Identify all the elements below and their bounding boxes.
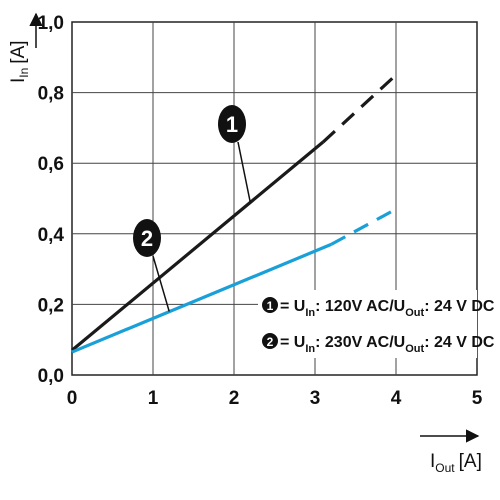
callouts: 12 xyxy=(133,105,251,312)
series-2-dashed xyxy=(330,207,397,246)
legend-badge-2 xyxy=(262,333,278,349)
callout-2-badge xyxy=(133,219,161,257)
series-1-solid xyxy=(70,140,325,352)
legend-entry-1-text: = UIn: 120V AC/UOut: 24 V DC xyxy=(280,298,495,319)
x-axis-title-sub: Out xyxy=(435,461,455,475)
legend: 1 = UIn: 120V AC/UOut: 24 V DC 2 = UIn: … xyxy=(258,290,495,358)
x-tick-labels: 0 1 2 3 4 5 xyxy=(67,388,483,409)
y-tick-label: 0,6 xyxy=(38,154,64,175)
x-tick-label: 3 xyxy=(310,388,321,409)
y-tick-label: 0,8 xyxy=(38,84,64,105)
callout-2-leader xyxy=(152,255,170,312)
x-tick-label: 0 xyxy=(67,388,78,409)
legend-badge-1 xyxy=(262,297,278,313)
callout-1-label: 1 xyxy=(226,112,238,137)
legend-entry-1-prefix: = U xyxy=(280,298,305,315)
series-layer xyxy=(70,73,398,354)
callout-1-leader xyxy=(237,141,251,203)
y-tick-labels: 0,0 0,2 0,4 0,6 0,8 1,0 xyxy=(38,13,65,387)
legend-badge-1-label: 1 xyxy=(267,299,274,313)
legend-entry-2-text: = UIn: 230V AC/UOut: 24 V DC xyxy=(280,334,495,355)
y-tick-label: 0,0 xyxy=(38,366,64,387)
x-axis-title-unit: [A] xyxy=(459,451,482,472)
legend-entry-2-prefix: = U xyxy=(280,334,305,351)
legend-box xyxy=(258,290,477,358)
series-1-dashed xyxy=(322,73,398,144)
legend-entry-2: 2 = UIn: 230V AC/UOut: 24 V DC xyxy=(262,333,495,355)
callout-2-label: 2 xyxy=(141,226,153,251)
y-axis-title-sub: In xyxy=(17,68,31,78)
y-tick-label: 1,0 xyxy=(38,13,64,34)
legend-entry-1-in-sub: In xyxy=(305,307,315,319)
y-axis-title-unit: [A] xyxy=(8,40,29,63)
legend-entry-1-suffix: : 24 V DC xyxy=(424,298,495,315)
y-axis-title-main: I xyxy=(8,78,29,83)
x-axis-title: IOut [A] xyxy=(430,451,482,475)
y-tick-label: 0,2 xyxy=(38,295,64,316)
series-2-solid xyxy=(71,242,332,354)
legend-entry-1-out-sub: Out xyxy=(405,307,424,319)
y-tick-label: 0,4 xyxy=(38,225,65,246)
legend-entry-2-in-sub: In xyxy=(305,343,315,355)
legend-badge-2-label: 2 xyxy=(267,335,274,349)
x-tick-label: 1 xyxy=(148,388,159,409)
legend-entry-1: 1 = UIn: 120V AC/UOut: 24 V DC xyxy=(262,297,495,319)
x-axis-title-main: I xyxy=(430,451,435,472)
legend-entry-1-mid: : 120V AC/U xyxy=(315,298,405,315)
x-tick-label: 5 xyxy=(472,388,483,409)
legend-entry-2-out-sub: Out xyxy=(405,343,424,355)
legend-entry-2-mid: : 230V AC/U xyxy=(315,334,405,351)
legend-entry-2-suffix: : 24 V DC xyxy=(424,334,495,351)
x-tick-label: 2 xyxy=(229,388,240,409)
x-tick-label: 4 xyxy=(391,388,402,409)
svg-text:IIn[A]: IIn [A] xyxy=(8,40,31,83)
y-axis-title: IIn [A] xyxy=(8,40,31,83)
callout-1-badge xyxy=(218,105,246,143)
